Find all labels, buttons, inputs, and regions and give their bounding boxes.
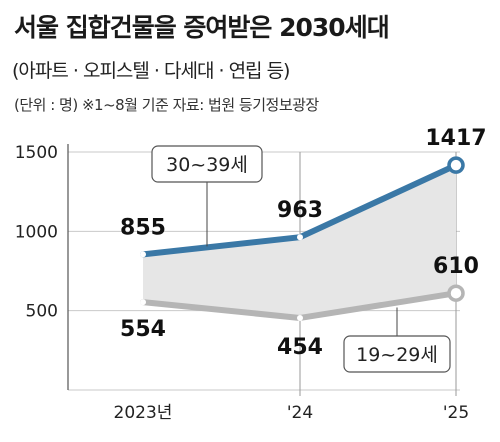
legend-19-29-box: [343, 335, 451, 373]
data-label-19-29: 610: [433, 254, 479, 279]
data-labels: 855 963 1417 554 454 610: [120, 126, 487, 360]
x-tick-label: '24: [287, 403, 313, 423]
series-lines: [140, 156, 465, 321]
data-label-19-29: 454: [277, 335, 323, 360]
legend-30-39-box: [151, 145, 263, 183]
y-tick-label: 1500: [15, 143, 58, 163]
y-tick-label: 1000: [15, 222, 58, 242]
chart-subtitle: (아파트 · 오피스텔 · 다세대 · 연립 등): [12, 60, 290, 82]
data-label-19-29: 554: [120, 317, 166, 342]
legend-30-39-label: 30~39세: [166, 154, 248, 176]
data-label-30-39: 855: [120, 215, 166, 240]
legend-19-29-label: 19~29세: [356, 344, 438, 366]
y-axis-tick-labels: 500 1000 1500: [15, 143, 58, 322]
series-30-39-point: [447, 156, 465, 174]
y-tick-label: 500: [26, 302, 58, 322]
series-30-39-point: [297, 234, 303, 241]
x-tick-label: 2023년: [114, 403, 173, 423]
series-19-29-point: [297, 314, 303, 321]
series-30-39-point: [140, 251, 146, 258]
data-label-30-39: 963: [277, 198, 323, 223]
series-19-29-point: [140, 299, 146, 306]
chart-note: (단위 : 명) ※1~8월 기준 자료: 법원 등기정보광장: [14, 96, 319, 114]
data-label-30-39: 1417: [425, 126, 486, 151]
chart-title: 서울 집합건물을 증여받은 2030세대: [14, 13, 390, 42]
series-19-29-point: [447, 284, 465, 302]
x-tick-label: '25: [443, 403, 469, 423]
x-axis-tick-labels: 2023년 '24 '25: [114, 403, 470, 423]
series-legends: 30~39세 19~29세: [151, 145, 451, 373]
